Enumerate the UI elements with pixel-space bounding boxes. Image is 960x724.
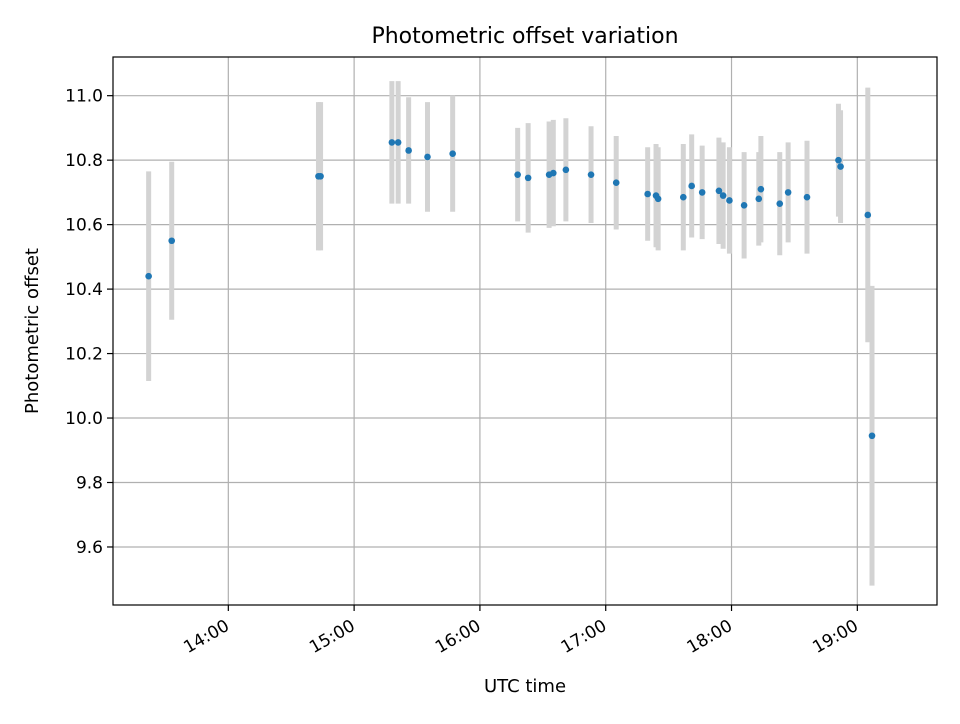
data-point (776, 200, 784, 207)
y-tick-label: 9.6 (76, 538, 103, 558)
data-point (449, 150, 456, 158)
data-point (145, 272, 152, 280)
data-point (317, 172, 324, 180)
data-point (424, 153, 431, 161)
data-point (654, 195, 662, 203)
data-point (835, 156, 842, 164)
data-point (740, 201, 748, 209)
y-axis-ticks: 9.6 9.8 10.0 10.2 10.4 10.6 10.8 11.0 (65, 87, 113, 558)
y-tick-label: 10.0 (65, 409, 103, 429)
data-point (868, 432, 876, 440)
data-point (755, 195, 763, 203)
data-point (562, 166, 570, 174)
plot-area-frame (112, 56, 938, 606)
data-point (726, 197, 733, 204)
data-point (715, 187, 723, 195)
data-point (405, 147, 412, 154)
y-tick-label: 9.8 (76, 474, 103, 494)
data-point (514, 171, 521, 178)
grid-lines (113, 57, 937, 605)
chart-title: Photometric offset variation (371, 24, 678, 49)
data-point (612, 179, 620, 187)
y-tick-label: 10.4 (65, 280, 103, 300)
data-point (757, 185, 765, 193)
y-axis-label: Photometric offset (22, 248, 43, 414)
data-points (145, 139, 876, 440)
data-point (719, 192, 727, 199)
data-point (680, 193, 687, 201)
data-point (550, 169, 557, 177)
x-axis-label: UTC time (484, 676, 566, 697)
data-point (784, 189, 792, 196)
y-tick-label: 10.2 (65, 345, 103, 365)
data-point (524, 174, 532, 182)
data-point (168, 237, 176, 245)
data-point (837, 163, 844, 170)
data-point (587, 171, 595, 178)
data-point (644, 190, 651, 198)
data-point (688, 182, 695, 190)
data-point (803, 193, 811, 201)
y-tick-label: 11.0 (65, 87, 103, 107)
y-tick-label: 10.8 (65, 151, 103, 171)
data-point (388, 139, 396, 146)
data-point (864, 211, 872, 219)
y-tick-label: 10.6 (65, 216, 103, 236)
data-point (394, 139, 402, 146)
data-point (698, 189, 706, 196)
